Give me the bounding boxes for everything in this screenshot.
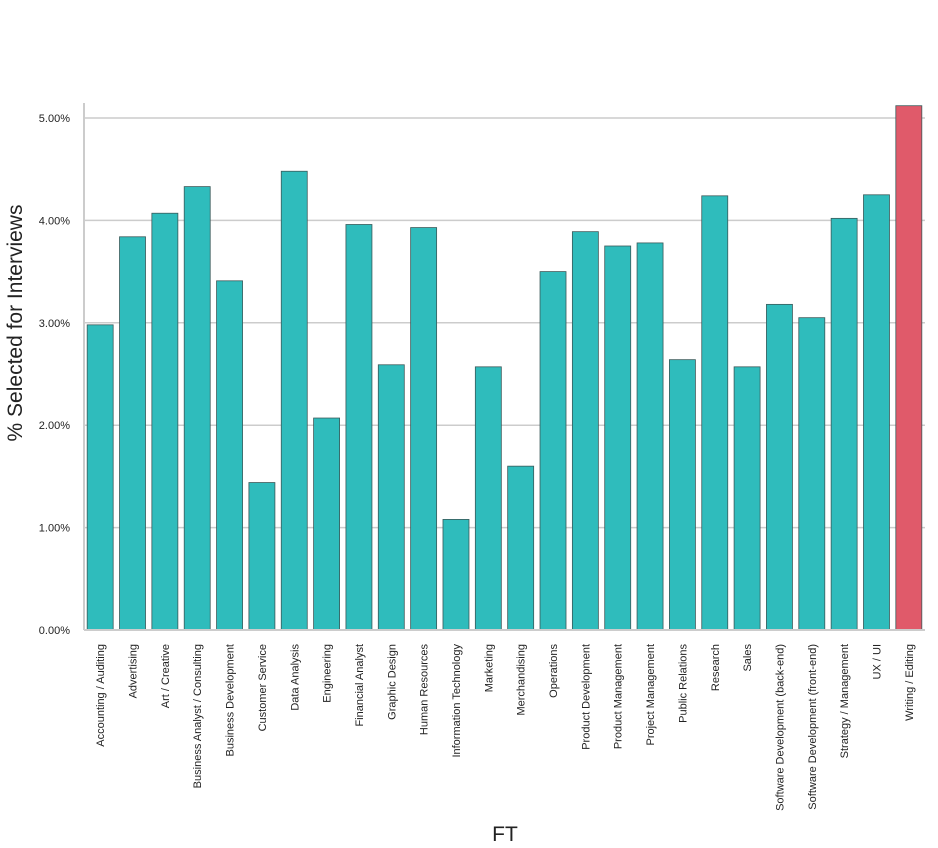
x-tick-label: Strategy / Management bbox=[839, 644, 851, 758]
bar bbox=[571, 231, 599, 631]
x-tick-label: Business Development bbox=[225, 644, 237, 757]
y-tick-label: 3.00% bbox=[39, 318, 70, 330]
x-tick-label: Merchandising bbox=[516, 644, 528, 716]
x-tick-label: Graphic Design bbox=[386, 644, 398, 720]
bar bbox=[151, 212, 179, 631]
axes bbox=[83, 103, 925, 631]
x-tick-label: Accounting / Auditing bbox=[95, 644, 107, 747]
bar bbox=[798, 317, 826, 631]
x-tick-label: Public Relations bbox=[677, 644, 689, 723]
x-tick-label: Data Analysis bbox=[289, 644, 301, 711]
x-tick-label: Human Resources bbox=[419, 644, 431, 736]
x-tick-label: Customer Service bbox=[257, 644, 269, 731]
bar bbox=[669, 359, 696, 631]
x-tick-label: Operations bbox=[548, 644, 560, 698]
y-tick-labels: 0.00% 1.00% 2.00% 3.00% 4.00% 5.00% bbox=[39, 113, 70, 637]
bar bbox=[377, 364, 405, 631]
x-tick-label: Business Analyst / Consulting bbox=[192, 644, 204, 788]
bar bbox=[313, 417, 340, 631]
x-tick-label: Marketing bbox=[483, 644, 495, 692]
bar bbox=[701, 195, 729, 631]
bar bbox=[119, 236, 146, 631]
bar bbox=[636, 242, 664, 631]
x-tick-label: Advertising bbox=[128, 644, 140, 698]
bar bbox=[895, 105, 923, 631]
x-tick-label: Project Management bbox=[645, 644, 657, 746]
x-tick-label: Software Development (front-end) bbox=[807, 644, 819, 810]
bar bbox=[345, 224, 373, 631]
x-tick-label: Information Technology bbox=[451, 644, 463, 758]
x-tick-label: Research bbox=[710, 644, 722, 691]
x-tick-label: Engineering bbox=[322, 644, 334, 703]
bar bbox=[280, 170, 308, 631]
bar bbox=[830, 217, 858, 631]
x-tick-label: Software Development (back-end) bbox=[774, 644, 786, 811]
y-tick-label: 5.00% bbox=[39, 113, 70, 125]
bar bbox=[474, 366, 502, 631]
bar bbox=[863, 194, 890, 631]
bars bbox=[86, 105, 923, 631]
x-axis-label: FT bbox=[492, 823, 518, 846]
x-tick-label: Product Development bbox=[580, 644, 592, 750]
x-tick-labels: Accounting / Auditing Advertising Art / Cr… bbox=[95, 644, 916, 811]
bar bbox=[86, 324, 114, 631]
bar bbox=[539, 271, 567, 631]
y-tick-label: 1.00% bbox=[39, 523, 70, 535]
bar bbox=[216, 280, 243, 631]
bar bbox=[766, 303, 793, 631]
bar bbox=[507, 465, 535, 631]
x-tick-label: Product Management bbox=[613, 644, 625, 749]
bar bbox=[183, 186, 211, 631]
y-tick-label: 2.00% bbox=[39, 420, 70, 432]
x-tick-label: Art / Creative bbox=[160, 644, 172, 708]
bar bbox=[410, 227, 438, 631]
bar bbox=[604, 245, 632, 631]
bar bbox=[442, 519, 470, 631]
y-axis-label: % Selected for Interviews bbox=[4, 205, 27, 442]
x-tick-label: UX / UI bbox=[871, 644, 883, 679]
y-tick-label: 0.00% bbox=[39, 625, 70, 637]
bar bbox=[248, 482, 276, 631]
x-tick-label: Sales bbox=[742, 644, 754, 672]
x-tick-label: Writing / Editing bbox=[904, 644, 916, 721]
bar bbox=[733, 366, 761, 631]
y-tick-label: 4.00% bbox=[39, 215, 70, 227]
x-tick-label: Financial Analyst bbox=[354, 644, 366, 727]
